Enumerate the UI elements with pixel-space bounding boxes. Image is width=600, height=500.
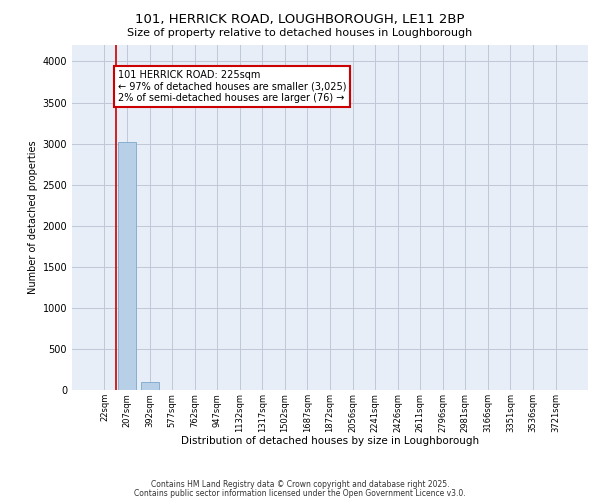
Text: Size of property relative to detached houses in Loughborough: Size of property relative to detached ho…	[127, 28, 473, 38]
Text: 101 HERRICK ROAD: 225sqm
← 97% of detached houses are smaller (3,025)
2% of semi: 101 HERRICK ROAD: 225sqm ← 97% of detach…	[118, 70, 347, 103]
Text: Contains HM Land Registry data © Crown copyright and database right 2025.: Contains HM Land Registry data © Crown c…	[151, 480, 449, 489]
Y-axis label: Number of detached properties: Number of detached properties	[28, 140, 38, 294]
Text: Contains public sector information licensed under the Open Government Licence v3: Contains public sector information licen…	[134, 488, 466, 498]
Bar	[118, 142, 136, 390]
Text: 101, HERRICK ROAD, LOUGHBOROUGH, LE11 2BP: 101, HERRICK ROAD, LOUGHBOROUGH, LE11 2B…	[135, 12, 465, 26]
X-axis label: Distribution of detached houses by size in Loughborough: Distribution of detached houses by size …	[181, 436, 479, 446]
Bar	[140, 382, 158, 390]
